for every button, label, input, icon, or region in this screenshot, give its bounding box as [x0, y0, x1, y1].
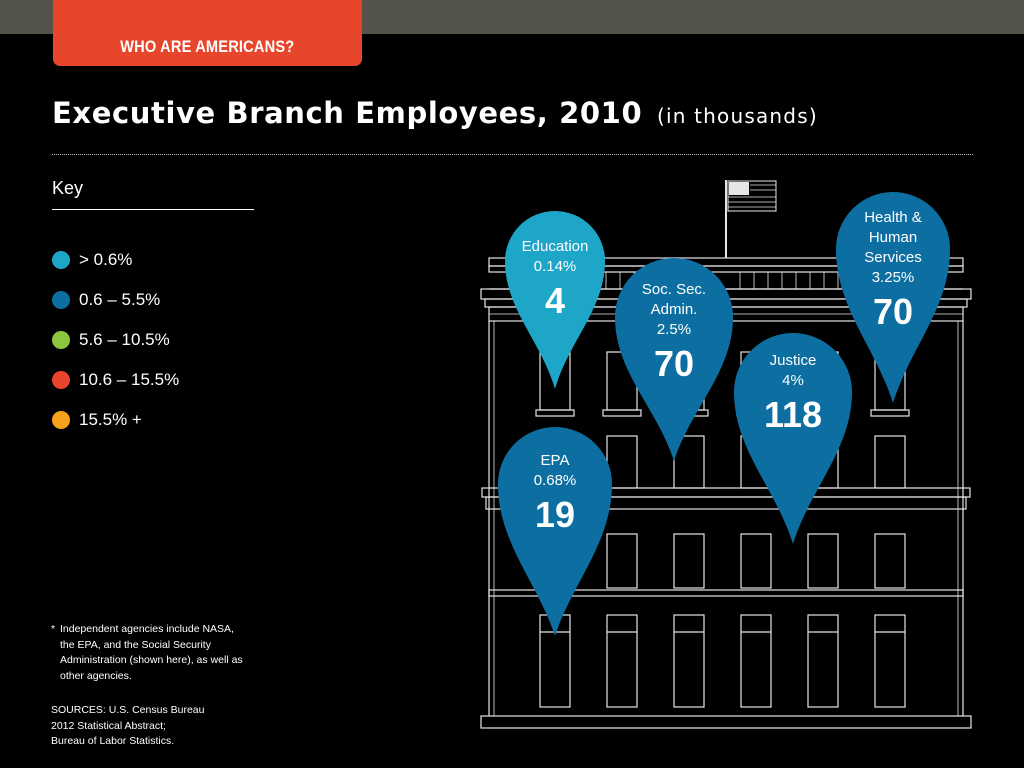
pin-percent: 0.68% [533, 472, 577, 489]
pin-justice[interactable]: Justice 4% 118 [734, 333, 852, 545]
footnote-text: Independent agencies include NASA, the E… [60, 623, 243, 682]
pin-label: EPA [540, 452, 570, 469]
pin-value: 70 [872, 291, 914, 332]
footnote: * Independent agencies include NASA, the… [51, 622, 251, 684]
key-item: 10.6 – 15.5% [52, 360, 179, 400]
sources-line: Bureau of Labor Statistics. [51, 735, 175, 747]
key-list: > 0.6% 0.6 – 5.5% 5.6 – 10.5% 10.6 – 15.… [52, 240, 179, 440]
pin-shape-icon [498, 427, 612, 636]
pin-percent: 3.25% [871, 269, 915, 286]
pin-label: Health & [864, 209, 922, 226]
pin-shape-icon [836, 192, 950, 403]
pin-value: 70 [653, 343, 695, 384]
pin-label: Education [521, 238, 589, 255]
pin-shape-icon [505, 211, 605, 389]
key-swatch-icon [52, 331, 70, 349]
page-title-subtitle: (in thousands) [656, 104, 818, 128]
pin-health-human-services[interactable]: Health & Human Services 3.25% 70 [836, 192, 950, 404]
pin-label: Soc. Sec. [641, 281, 707, 298]
pin-value: 118 [763, 394, 823, 435]
key-item: 5.6 – 10.5% [52, 320, 179, 360]
pin-percent: 4% [782, 372, 804, 389]
pin-label: Services [864, 249, 922, 266]
pin-label: Justice [769, 352, 817, 369]
key-swatch-icon [52, 371, 70, 389]
key-item-label: 10.6 – 15.5% [79, 370, 180, 389]
pin-epa[interactable]: EPA 0.68% 19 [498, 427, 612, 637]
key-title: Key [52, 178, 84, 198]
pin-shape-icon [734, 333, 852, 544]
pin-percent: 0.14% [533, 258, 577, 275]
sources-note: SOURCES: U.S. Census Bureau 2012 Statist… [51, 703, 251, 750]
key-item-label: 15.5% + [79, 410, 142, 429]
key-item: 0.6 – 5.5% [52, 280, 179, 320]
key-swatch-icon [52, 251, 70, 269]
footnote-marker: * [51, 623, 56, 635]
pin-value: 4 [544, 280, 566, 321]
key-item-label: 0.6 – 5.5% [79, 290, 161, 309]
key-item-label: 5.6 – 10.5% [79, 330, 170, 349]
pin-shape-icon [615, 258, 733, 461]
section-tab[interactable]: WHO ARE AMERICANS? [53, 0, 362, 66]
key-swatch-icon [52, 291, 70, 309]
key-item: > 0.6% [52, 240, 179, 280]
page-title: Executive Branch Employees, 2010 (in tho… [52, 96, 818, 130]
pin-percent: 2.5% [656, 321, 692, 338]
sources-line: 2012 Statistical Abstract; [51, 719, 166, 732]
sources-line: SOURCES: U.S. Census Bureau [51, 704, 205, 716]
section-tab-label: WHO ARE AMERICANS? [120, 37, 295, 56]
key-item: 15.5% + [52, 400, 179, 440]
key-item-label: > 0.6% [79, 250, 133, 269]
title-divider [52, 154, 973, 155]
pin-social-security-admin[interactable]: Soc. Sec. Admin. 2.5% 70 [615, 258, 733, 462]
page-title-main: Executive Branch Employees, 2010 [52, 96, 643, 130]
key-divider [52, 209, 254, 210]
key-swatch-icon [52, 411, 70, 429]
pin-label: Admin. [650, 301, 698, 318]
pin-value: 19 [534, 494, 576, 535]
pin-label: Human [868, 229, 918, 246]
pin-education[interactable]: Education 0.14% 4 [505, 211, 605, 391]
